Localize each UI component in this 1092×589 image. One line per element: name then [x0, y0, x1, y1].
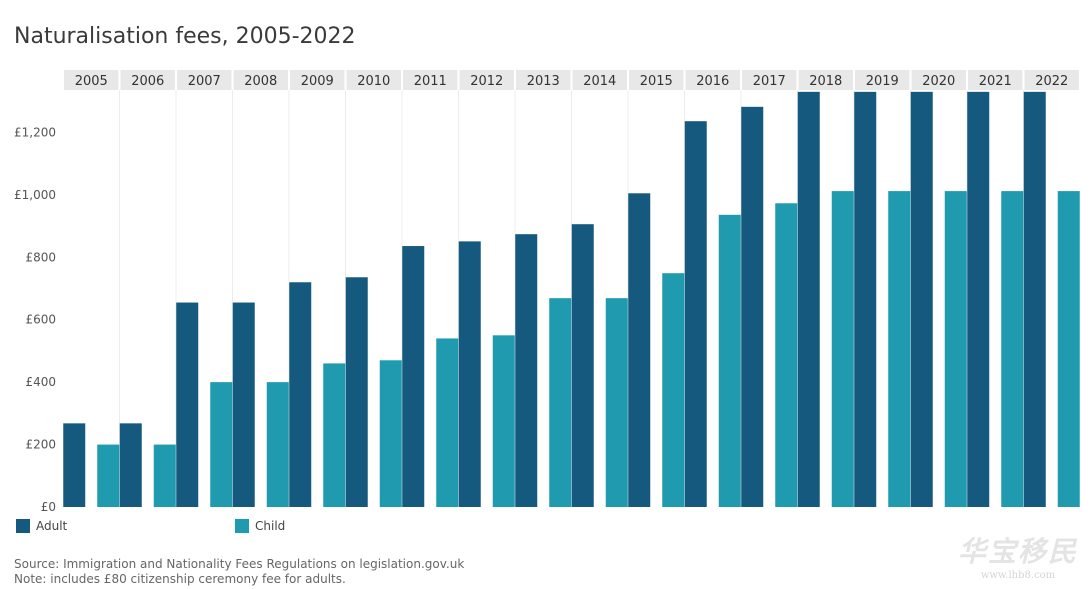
chart-legend: Adult Child: [0, 519, 600, 537]
facet-header-label: 2013: [527, 74, 560, 89]
watermark-logo: 华宝移民 www.lhb8.com: [958, 530, 1078, 581]
legend-swatch-child: [235, 519, 249, 533]
bar-child-2006: [153, 444, 176, 507]
bar-child-2007: [210, 382, 233, 507]
bar-adult-2013: [515, 234, 538, 508]
y-tick-label: £0: [41, 500, 56, 514]
bar-adult-2021: [967, 91, 990, 507]
bar-adult-2014: [571, 224, 594, 507]
bar-child-2013: [549, 298, 572, 507]
facet-header-bg: [572, 70, 627, 90]
bar-child-2017: [775, 203, 798, 507]
bar-child-2005: [97, 444, 120, 507]
bar-adult-2010: [345, 277, 368, 507]
facet-header-bg: [742, 70, 797, 90]
y-tick-label: £1,000: [14, 188, 56, 202]
facet-header-bg: [629, 70, 684, 90]
facet-header-bg: [120, 70, 175, 90]
watermark-text: 华宝移民: [957, 535, 1078, 568]
bar-child-2018: [831, 191, 854, 507]
y-tick-label: £200: [25, 438, 56, 452]
facet-header-bg: [233, 70, 288, 90]
facet-header-bg: [290, 70, 345, 90]
source-note: Source: Immigration and Nationality Fees…: [14, 557, 465, 571]
y-tick-label: £400: [25, 375, 56, 389]
y-tick-label: £800: [25, 250, 56, 264]
facet-header-label: 2021: [979, 74, 1012, 89]
facet-header-bg: [346, 70, 401, 90]
bar-child-2014: [605, 298, 628, 507]
bar-adult-2006: [119, 423, 142, 507]
facet-header-bg: [911, 70, 966, 90]
facet-header-bg: [64, 70, 119, 90]
bar-adult-2017: [741, 106, 764, 507]
facet-header-bg: [798, 70, 853, 90]
facet-header-bg: [685, 70, 740, 90]
bar-child-2009: [323, 363, 346, 507]
facet-header-label: 2018: [809, 74, 842, 89]
bar-adult-2009: [289, 282, 312, 507]
bar-child-2015: [662, 273, 685, 507]
y-tick-label: £1,200: [14, 125, 56, 139]
facet-header-label: 2019: [866, 74, 899, 89]
facet-header-bg: [968, 70, 1023, 90]
bar-chart: 2005 2006 2007 2008 2009 2010 2011 2012 2013 2014…: [14, 70, 1080, 514]
facet-header-label: 2014: [583, 74, 616, 89]
legend-label-adult: Adult: [36, 519, 68, 533]
facet-header-label: 2017: [753, 74, 786, 89]
facet-header-bg: [403, 70, 458, 90]
facet-header-label: 2015: [640, 74, 673, 89]
facet-header-bg: [1024, 70, 1079, 90]
facet-header-label: 2016: [696, 74, 729, 89]
facet-header-label: 2007: [188, 74, 221, 89]
bar-child-2022: [1057, 191, 1080, 507]
bar-adult-2018: [797, 91, 820, 507]
facet-header-label: 2005: [75, 74, 108, 89]
y-tick-label: £600: [25, 313, 56, 327]
bar-adult-2007: [176, 302, 199, 507]
facet-header-label: 2011: [414, 74, 447, 89]
facet-header-label: 2006: [131, 74, 164, 89]
bar-adult-2016: [684, 121, 707, 507]
bar-child-2019: [888, 191, 911, 507]
bar-adult-2008: [232, 302, 255, 507]
legend-label-child: Child: [255, 519, 286, 533]
fee-note: Note: includes £80 citizenship ceremony …: [14, 572, 346, 586]
bar-adult-2019: [854, 91, 877, 507]
chart-footnote: Source: Immigration and Nationality Fees…: [14, 557, 464, 587]
bar-child-2010: [379, 360, 402, 507]
facet-header-bg: [459, 70, 514, 90]
legend-swatch-adult: [16, 519, 30, 533]
bar-adult-2020: [910, 91, 933, 507]
facet-header-bg: [516, 70, 571, 90]
bar-adult-2022: [1023, 91, 1046, 507]
legend-item-adult: Adult: [16, 519, 67, 533]
facet-header-label: 2009: [301, 74, 334, 89]
watermark-url: www.lhb8.com: [980, 570, 1056, 581]
bar-child-2011: [436, 338, 459, 507]
bar-adult-2012: [458, 241, 481, 507]
facet-header-label: 2020: [922, 74, 955, 89]
bar-child-2016: [718, 214, 741, 507]
facet-header-bg: [855, 70, 910, 90]
bar-child-2020: [944, 191, 967, 507]
facet-header-label: 2010: [357, 74, 390, 89]
bar-adult-2011: [402, 246, 425, 507]
facet-header-label: 2022: [1035, 74, 1068, 89]
bar-child-2012: [492, 335, 515, 507]
facet-header-label: 2012: [470, 74, 503, 89]
chart-title: Naturalisation fees, 2005-2022: [14, 24, 356, 49]
bar-child-2008: [266, 382, 289, 507]
facet-header-label: 2008: [244, 74, 277, 89]
facet-header-bg: [177, 70, 232, 90]
bar-adult-2005: [63, 423, 86, 507]
bar-child-2021: [1001, 191, 1024, 507]
bar-adult-2015: [628, 193, 651, 507]
legend-item-child: Child: [235, 519, 285, 533]
